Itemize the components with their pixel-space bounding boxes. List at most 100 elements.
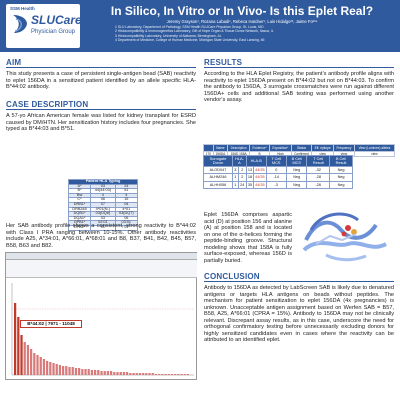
crossmatch-header-cell: HLA-A	[232, 155, 247, 167]
crossmatch-cell: Neg	[285, 173, 308, 182]
plot-bar	[30, 349, 33, 375]
plot-bar	[151, 373, 154, 375]
poster-header: SSM Health SLUCare Physician Group In Si…	[0, 0, 400, 52]
aim-heading: AIM	[6, 58, 22, 67]
crossmatch-cell: -26	[306, 180, 331, 189]
case-text-profile: Her SAB antibody profile shows a consist…	[6, 223, 196, 249]
plot-bar	[126, 372, 129, 375]
plot-bar	[23, 342, 26, 375]
plot-bar	[46, 361, 49, 375]
plot-bar	[33, 353, 36, 375]
crossmatch-header-cell: T Cell Result	[306, 155, 331, 167]
plot-bar	[39, 357, 42, 375]
conclusion-heading: CONCLUSION	[204, 272, 260, 281]
plot-bar	[145, 373, 148, 375]
logo-mark-icon	[13, 15, 27, 33]
hla-table-row: DPA1* 01 01	[67, 224, 139, 231]
crossmatch-row: ALOD047 3 2 13 44/35 0 Neg -32 Neg	[203, 165, 353, 175]
poster-title: In Silico, In Vitro or In Vivo- Is this …	[110, 4, 374, 18]
logo-subtitle: Physician Group	[31, 29, 76, 35]
plot-toolbar	[6, 253, 197, 260]
plot-bar	[97, 370, 100, 375]
plot-bar	[71, 367, 74, 375]
crossmatch-cell: 44/35	[253, 180, 267, 189]
crossmatch-cell: Neg	[329, 173, 353, 182]
plot-bar	[116, 372, 119, 375]
crossmatch-cell: -3	[265, 180, 287, 189]
plot-bar	[129, 373, 132, 375]
hla-locus-cell: DPA1*	[67, 224, 92, 231]
plot-bar	[132, 373, 135, 375]
conclusion-text: Antibody to 156DA as detected by LabScre…	[204, 285, 394, 343]
logo-top-text: SSM Health	[10, 6, 35, 11]
plot-bar	[42, 359, 46, 375]
affiliation-list: 1 SLU Laboratory, Department of Patholog…	[115, 25, 395, 42]
hla-allele-cell: 01	[114, 224, 139, 231]
crossmatch-cell: ALHH056	[203, 180, 233, 189]
plot-bar	[14, 303, 17, 375]
plot-bar	[110, 371, 113, 375]
crossmatch-cell: 0	[265, 165, 287, 175]
crossmatch-cell: Neg	[285, 165, 308, 175]
plot-bar	[119, 372, 122, 375]
eplet-header-cell: View (Luminex) alleles	[353, 144, 396, 152]
plot-sample-header	[6, 260, 197, 278]
crossmatch-row: ALHH056 1 24 35 44/35 -3 Neg -26 Neg	[203, 180, 353, 189]
plot-bar	[122, 372, 126, 375]
plot-bar	[55, 364, 58, 375]
crossmatch-cell: ALHM246	[203, 173, 233, 182]
plot-bar	[135, 373, 138, 375]
crossmatch-row: ALHM246 1 2 18 44/35 -14 Neg -28 Neg	[203, 173, 353, 182]
affiliation-item: 3 Histocompatibility Laboratory, Univers…	[115, 33, 222, 38]
crossmatch-table-body: ALOD047 3 2 13 44/35 0 Neg -32 Neg ALHM246 1 2 18 44/…	[203, 165, 353, 189]
surrogate-crossmatch-table: Surrogate Donor HLA-A HLA-B T Cell MCS B Cel…	[203, 155, 353, 189]
plot-bar	[180, 374, 183, 375]
eplet-cell: view	[353, 151, 396, 157]
plot-bars	[14, 303, 190, 375]
plot-chart-area	[11, 283, 194, 376]
plot-bar	[167, 374, 170, 375]
plot-bar	[68, 367, 71, 375]
plot-bar	[94, 370, 97, 375]
crossmatch-cell: Neg	[285, 180, 308, 189]
plot-bar	[186, 374, 190, 375]
plot-bar	[87, 369, 90, 375]
protein-structure-image	[296, 200, 394, 268]
plot-bar	[58, 365, 62, 375]
crossmatch-cell: 2	[237, 165, 247, 175]
plot-bar	[170, 374, 174, 375]
case-divider	[6, 109, 196, 110]
plot-bar	[49, 362, 52, 375]
crossmatch-table-header: Surrogate Donor HLA-A HLA-B T Cell MCS B Cel…	[203, 155, 353, 167]
plot-bar	[164, 374, 167, 375]
plot-bar	[138, 373, 142, 375]
eplet-header-cell: Exposition*	[268, 144, 292, 152]
crossmatch-cell: -32	[306, 165, 331, 175]
results-text: According to the HLA Eplet Registry, the…	[204, 71, 394, 103]
logo-name: SLUCare	[31, 13, 82, 27]
plot-bar	[148, 373, 151, 375]
plot-bar	[177, 374, 180, 375]
crossmatch-cell: ALOD047	[203, 165, 233, 175]
eplet-header-cell: Name	[212, 144, 229, 152]
plot-bar	[78, 368, 81, 375]
plot-bar	[174, 374, 177, 375]
crossmatch-cell: 44/35	[253, 165, 267, 175]
crossmatch-cell: 35	[245, 180, 255, 189]
crossmatch-cell: -14	[265, 173, 287, 182]
crossmatch-header-cell: Surrogate Donor	[203, 155, 233, 167]
eplet-structure-text: Eplet 156DA comprises aspartic acid (D) …	[204, 212, 293, 264]
case-text: A 57-yo African American female was list…	[6, 113, 196, 132]
plot-bar	[103, 371, 106, 375]
eplet-header-cell: Eff. epitope	[311, 144, 335, 152]
crossmatch-cell: 24	[237, 180, 247, 189]
conclusion-divider	[204, 281, 394, 282]
plot-bar	[81, 369, 84, 375]
crossmatch-cell: Neg	[329, 180, 353, 189]
crossmatch-header-cell: HLA-B	[245, 155, 267, 167]
plot-bar	[158, 374, 161, 375]
eplet-table-header: Name Description Evidence* Exposition* Statu…	[203, 144, 396, 152]
crossmatch-cell: 2	[237, 173, 247, 182]
crossmatch-cell: 18	[245, 173, 255, 182]
hla-table-body: A* 03 24 B* 44(44:03) 51 Bw 4 4 C* 06 15 DRB1* 07 04 DR…	[67, 183, 139, 231]
